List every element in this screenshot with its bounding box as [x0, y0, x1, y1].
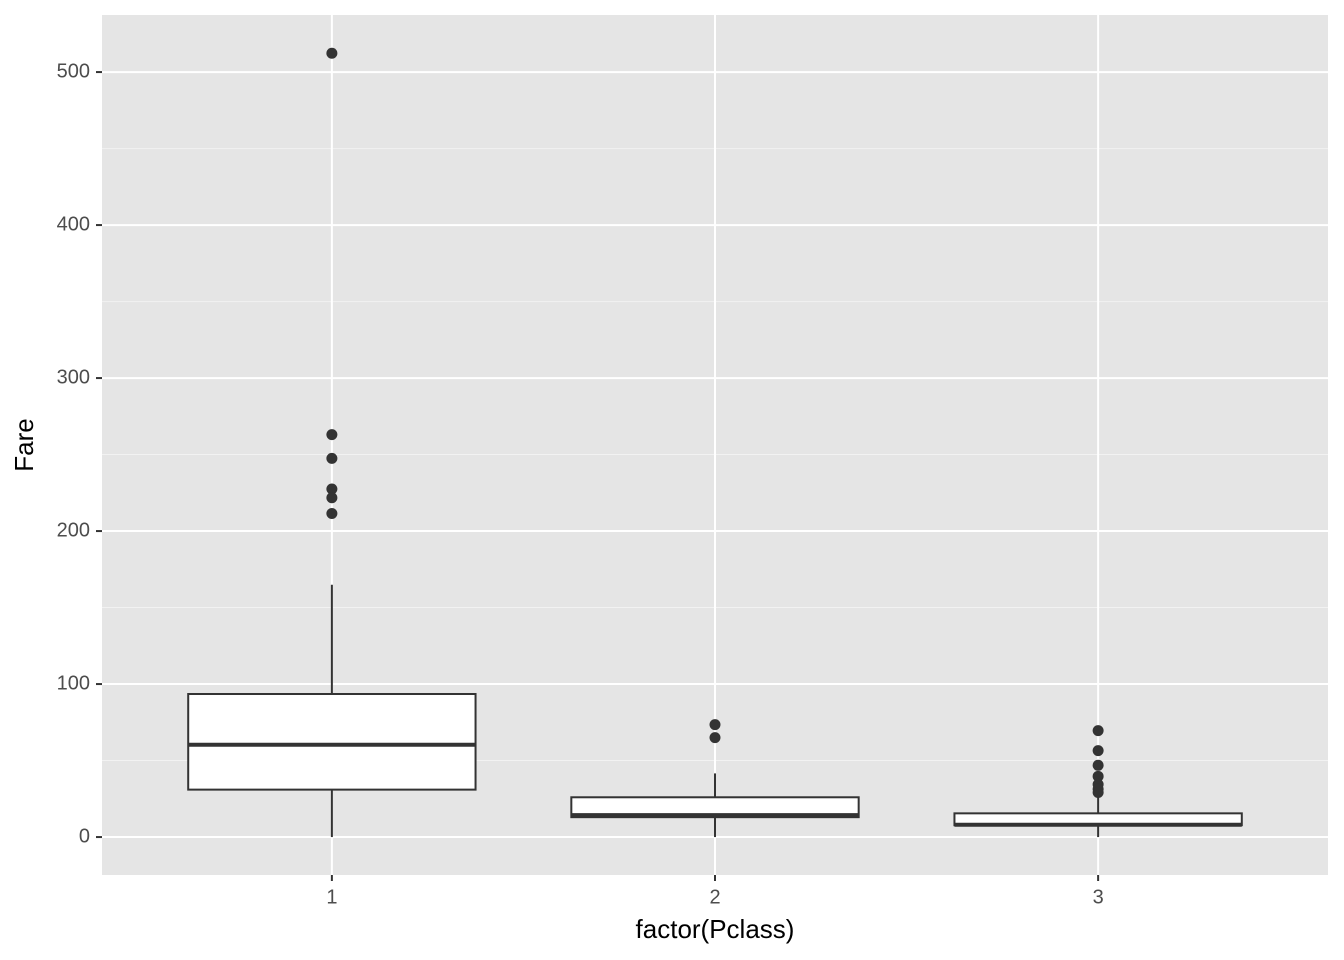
- x-axis-title: factor(Pclass): [636, 914, 795, 944]
- outlier: [326, 483, 338, 495]
- x-tick-label: 3: [1093, 886, 1104, 908]
- y-tick-label: 300: [57, 366, 90, 388]
- x-tick-label: 2: [709, 886, 720, 908]
- y-tick-label: 200: [57, 519, 90, 541]
- outlier: [326, 429, 338, 441]
- y-tick-label: 0: [79, 825, 90, 847]
- outlier: [1092, 745, 1104, 757]
- outlier: [1092, 770, 1104, 782]
- y-tick-label: 400: [57, 213, 90, 235]
- outlier: [326, 492, 338, 504]
- outlier: [709, 719, 721, 731]
- y-tick-label: 500: [57, 60, 90, 82]
- outlier: [709, 732, 721, 744]
- y-tick-label: 100: [57, 672, 90, 694]
- outlier: [326, 452, 338, 464]
- box: [187, 693, 477, 791]
- outlier: [1092, 759, 1104, 771]
- outlier: [326, 47, 338, 59]
- outlier: [1092, 725, 1104, 737]
- outlier: [1092, 787, 1104, 799]
- outlier: [326, 507, 338, 519]
- x-tick-label: 1: [326, 886, 337, 908]
- y-axis-title: Fare: [9, 418, 39, 471]
